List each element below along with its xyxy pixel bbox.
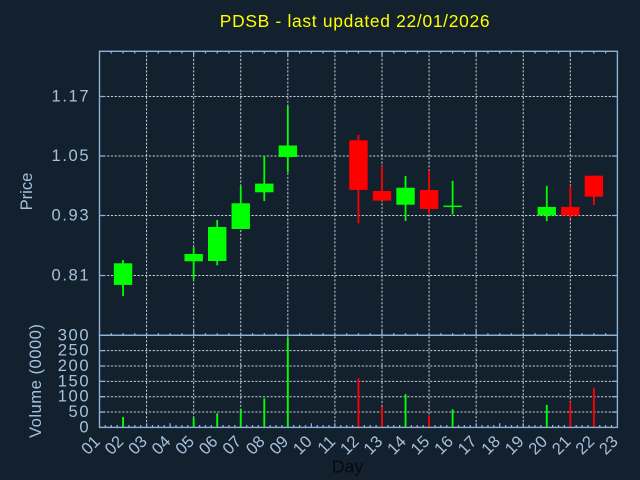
svg-text:1.17: 1.17 xyxy=(51,87,90,106)
svg-text:PDSB - last updated 22/01/2026: PDSB - last updated 22/01/2026 xyxy=(220,11,490,31)
svg-text:1.05: 1.05 xyxy=(51,146,90,165)
svg-text:0.81: 0.81 xyxy=(51,266,90,285)
svg-text:100: 100 xyxy=(58,387,91,406)
svg-text:150: 150 xyxy=(58,371,91,390)
svg-text:Day: Day xyxy=(332,457,364,477)
svg-text:0: 0 xyxy=(79,417,90,436)
svg-text:200: 200 xyxy=(58,356,91,375)
svg-text:50: 50 xyxy=(69,402,91,421)
svg-text:300: 300 xyxy=(58,325,91,344)
svg-text:Price: Price xyxy=(17,173,36,211)
svg-text:0.93: 0.93 xyxy=(51,206,90,225)
svg-text:250: 250 xyxy=(58,341,91,360)
svg-text:Volume (0000): Volume (0000) xyxy=(26,324,45,438)
